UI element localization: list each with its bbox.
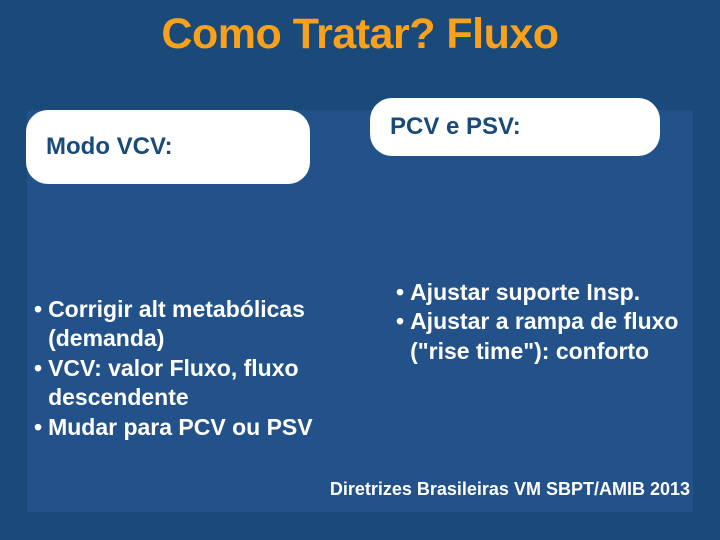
- slide-title: Como Tratar? Fluxo: [0, 10, 720, 59]
- bullet-text: VCV: valor Fluxo, fluxo descendente: [48, 354, 344, 413]
- bullet-list-left: • Corrigir alt metabólicas (demanda) • V…: [34, 295, 344, 442]
- list-item: • Mudar para PCV ou PSV: [34, 413, 344, 442]
- footnote-text: Diretrizes Brasileiras VM SBPT/AMIB 2013: [330, 479, 690, 500]
- bullet-text: Corrigir alt metabólicas (demanda): [48, 295, 344, 354]
- heading-left-text: Modo VCV:: [46, 133, 173, 161]
- list-item: • Ajustar a rampa de fluxo ("rise time")…: [396, 307, 696, 366]
- heading-pill-right: PCV e PSV:: [370, 98, 660, 156]
- heading-right-text: PCV e PSV:: [390, 113, 521, 141]
- bullet-icon: •: [396, 307, 410, 366]
- list-item: • Corrigir alt metabólicas (demanda): [34, 295, 344, 354]
- bullet-text: Mudar para PCV ou PSV: [48, 413, 344, 442]
- bullet-text: Ajustar suporte Insp.: [410, 278, 696, 307]
- list-item: • VCV: valor Fluxo, fluxo descendente: [34, 354, 344, 413]
- heading-pill-left: Modo VCV:: [26, 110, 310, 184]
- bullet-icon: •: [396, 278, 410, 307]
- bullet-icon: •: [34, 354, 48, 413]
- bullet-text: Ajustar a rampa de fluxo ("rise time"): …: [410, 307, 696, 366]
- bullet-list-right: • Ajustar suporte Insp. • Ajustar a ramp…: [396, 278, 696, 366]
- bullet-icon: •: [34, 413, 48, 442]
- list-item: • Ajustar suporte Insp.: [396, 278, 696, 307]
- bullet-icon: •: [34, 295, 48, 354]
